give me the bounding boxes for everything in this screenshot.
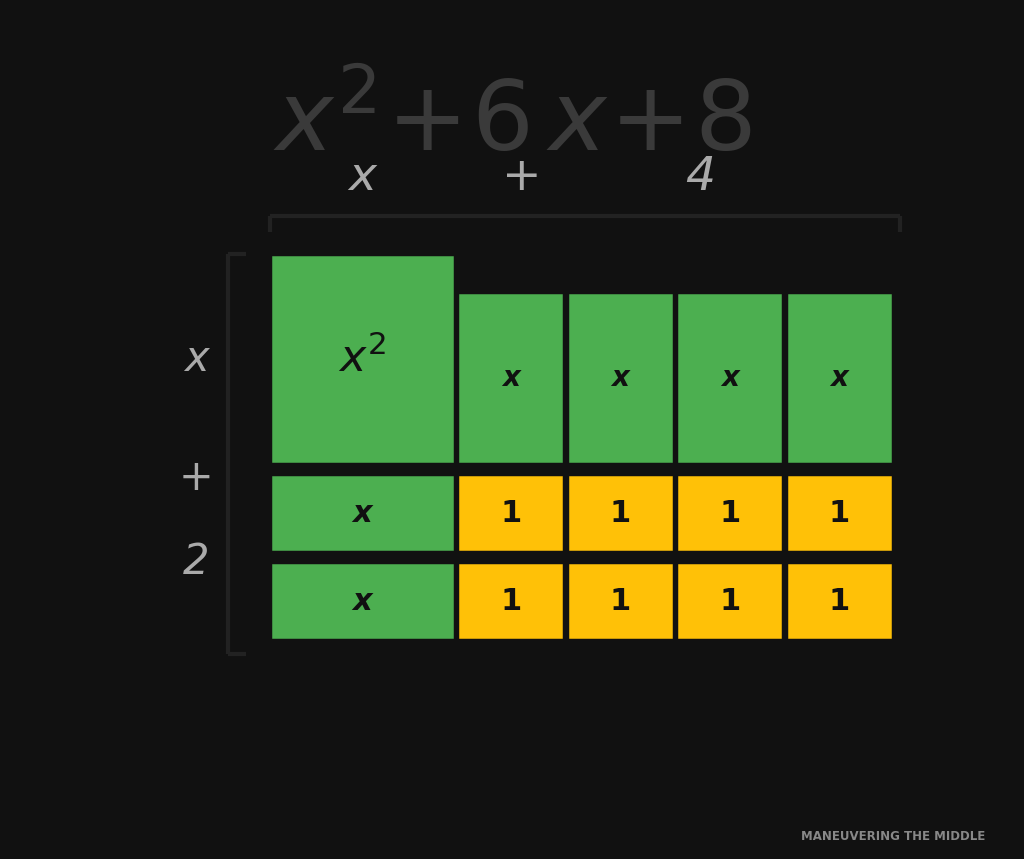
Text: 1: 1 — [828, 587, 850, 616]
Bar — [270, 562, 455, 640]
Bar — [676, 474, 783, 552]
Bar — [270, 474, 455, 552]
Text: 1: 1 — [609, 587, 631, 616]
Text: x: x — [352, 587, 373, 616]
Text: +: + — [178, 457, 213, 499]
Text: $x^2\!+\!6\,x\!+\!8$: $x^2\!+\!6\,x\!+\!8$ — [272, 77, 752, 170]
Text: 1: 1 — [719, 587, 740, 616]
Text: x: x — [830, 364, 848, 392]
Bar — [567, 292, 674, 464]
Bar — [785, 474, 893, 552]
Bar — [567, 562, 674, 640]
Bar — [785, 292, 893, 464]
Bar — [458, 474, 564, 552]
Text: 1: 1 — [501, 587, 521, 616]
Text: 2: 2 — [182, 541, 209, 583]
Text: 4: 4 — [685, 155, 715, 200]
Text: 1: 1 — [609, 498, 631, 527]
Text: $x^2$: $x^2$ — [339, 337, 386, 381]
Bar — [785, 562, 893, 640]
Bar — [458, 562, 564, 640]
Text: x: x — [502, 364, 520, 392]
Text: x: x — [611, 364, 630, 392]
Bar — [270, 254, 455, 464]
Bar — [458, 292, 564, 464]
Text: x: x — [352, 498, 373, 527]
Bar — [676, 562, 783, 640]
Text: 1: 1 — [828, 498, 850, 527]
Text: x: x — [348, 155, 377, 200]
Text: MANEUVERING THE MIDDLE: MANEUVERING THE MIDDLE — [801, 831, 985, 844]
Text: +: + — [502, 155, 542, 200]
Bar — [676, 292, 783, 464]
Text: x: x — [183, 338, 208, 380]
Text: 1: 1 — [719, 498, 740, 527]
Text: x: x — [721, 364, 738, 392]
Bar — [567, 474, 674, 552]
Text: 1: 1 — [501, 498, 521, 527]
